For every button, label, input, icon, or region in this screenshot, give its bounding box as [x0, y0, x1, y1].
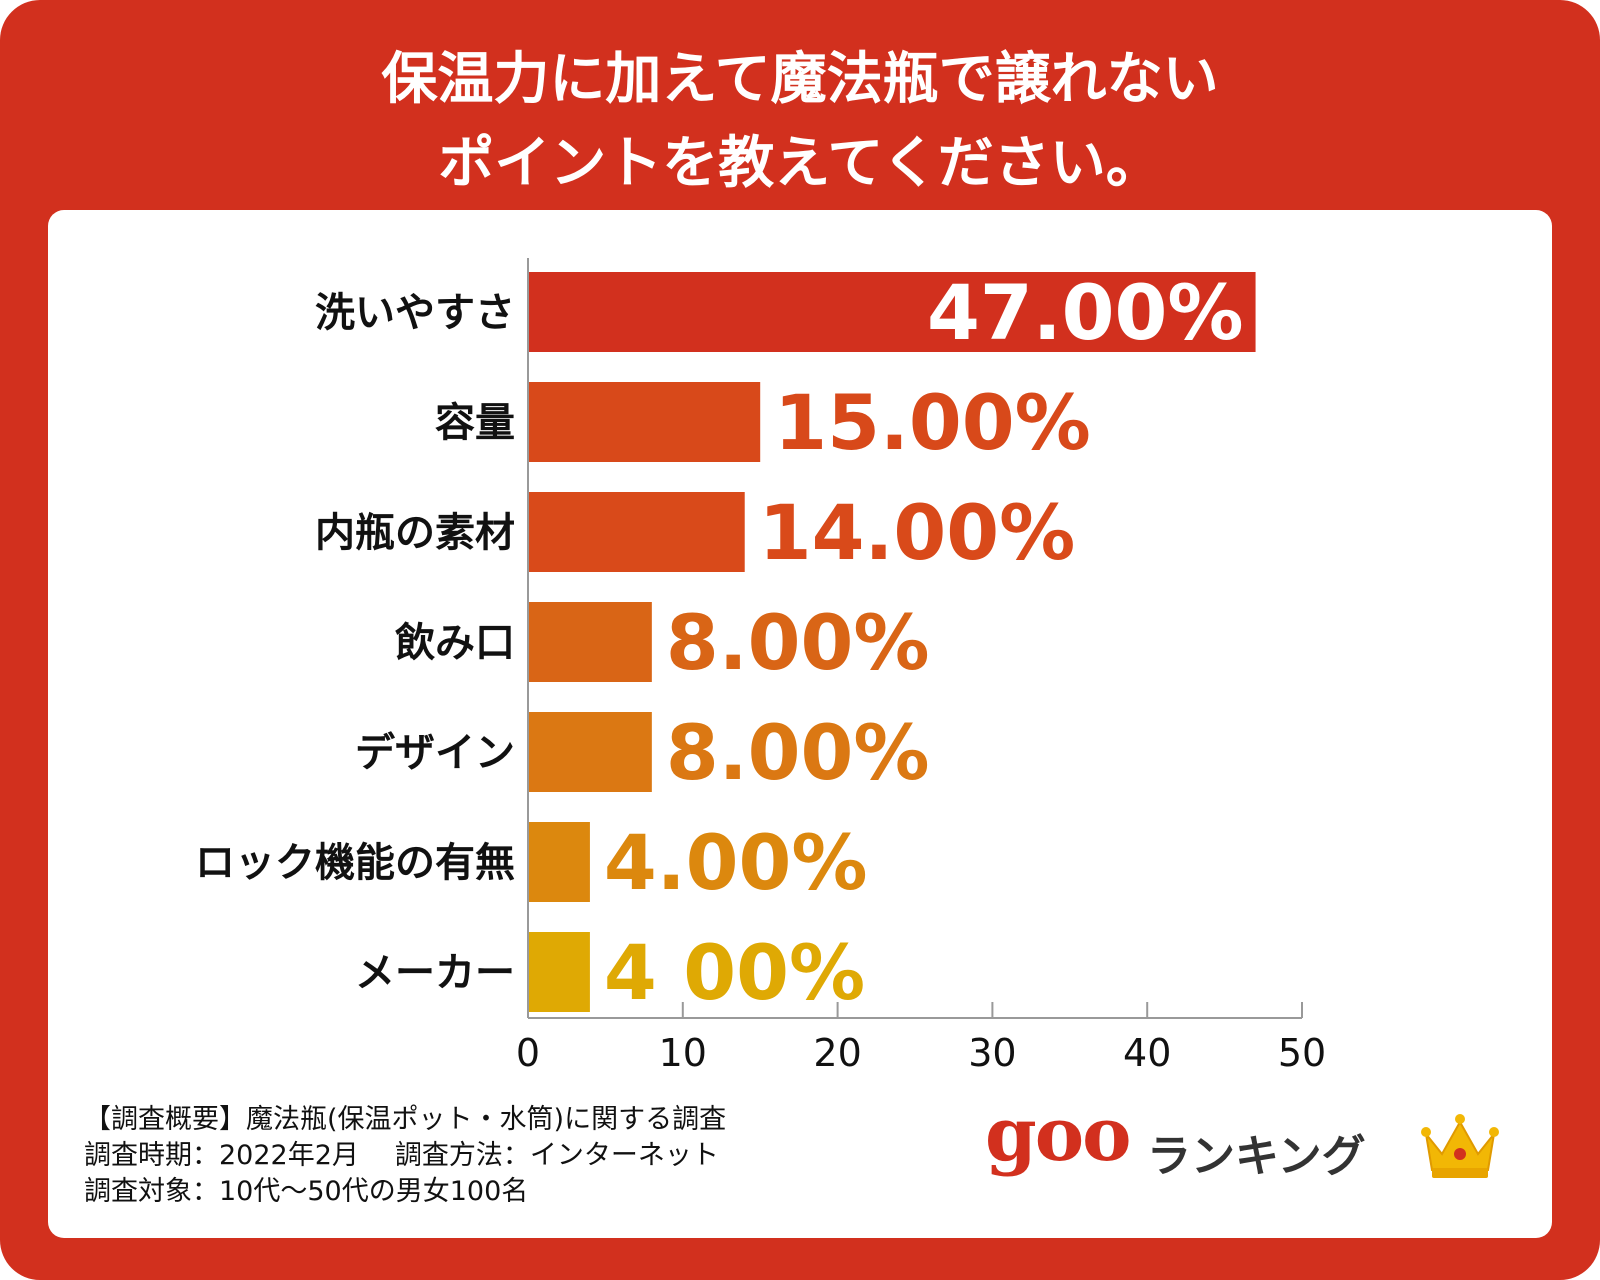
category-label: メーカー: [355, 950, 515, 996]
data-label: 14.00%: [759, 488, 1076, 577]
survey-footnote: 【調査概要】魔法瓶(保温ポット・水筒)に関する調査 調査時期：2022年2月 調査…: [84, 1102, 726, 1210]
title-line-2: ポイントを教えてください。: [438, 131, 1162, 196]
bar: [528, 492, 745, 572]
survey-method: 調査方法：インターネット: [394, 1140, 719, 1171]
x-tick-label: 50: [1278, 1031, 1326, 1075]
survey-period-method: 調査時期：2022年2月 調査方法：インターネット: [84, 1138, 726, 1174]
category-label: 洗いやすさ: [315, 290, 515, 336]
bar: [528, 932, 590, 1012]
category-label: 飲み口: [395, 620, 515, 666]
data-label: 47.00%: [927, 268, 1244, 357]
x-tick-label: 10: [659, 1031, 707, 1075]
ranking-label: ランキング: [1147, 1131, 1366, 1182]
survey-target: 調査対象：10代～50代の男女100名: [84, 1176, 529, 1207]
category-label: ロック機能の有無: [195, 840, 515, 886]
data-label: 8.00%: [666, 708, 930, 797]
chart-panel: [48, 210, 1552, 1238]
x-tick-label: 0: [516, 1031, 540, 1075]
x-tick-label: 20: [813, 1031, 861, 1075]
data-label: 4.00%: [604, 818, 868, 907]
title-line-1: 保温力に加えて魔法瓶で譲れない: [381, 47, 1219, 112]
data-label: 15.00%: [774, 378, 1091, 467]
category-label: 内瓶の素材: [315, 510, 515, 556]
bar: [528, 272, 1256, 352]
crown-icon: [1421, 1114, 1499, 1178]
bar: [528, 822, 590, 902]
survey-summary: 【調査概要】魔法瓶(保温ポット・水筒)に関する調査: [84, 1104, 727, 1135]
bar: [528, 712, 652, 792]
goo-ranking-brand: goo ランキング: [985, 1092, 1525, 1208]
x-tick-label: 40: [1123, 1031, 1171, 1075]
category-label: 容量: [435, 400, 515, 446]
survey-period: 調査時期：2022年2月: [84, 1140, 359, 1171]
category-label: デザイン: [355, 730, 515, 776]
bar: [528, 602, 652, 682]
bar: [528, 382, 761, 462]
page-title: 保温力に加えて魔法瓶で譲れない ポイントを教えてください。: [0, 38, 1600, 206]
goo-logo: goo: [985, 1092, 1131, 1178]
x-tick-label: 30: [968, 1031, 1016, 1075]
data-label: 8.00%: [666, 598, 930, 687]
data-label: 4 00%: [604, 928, 865, 1017]
